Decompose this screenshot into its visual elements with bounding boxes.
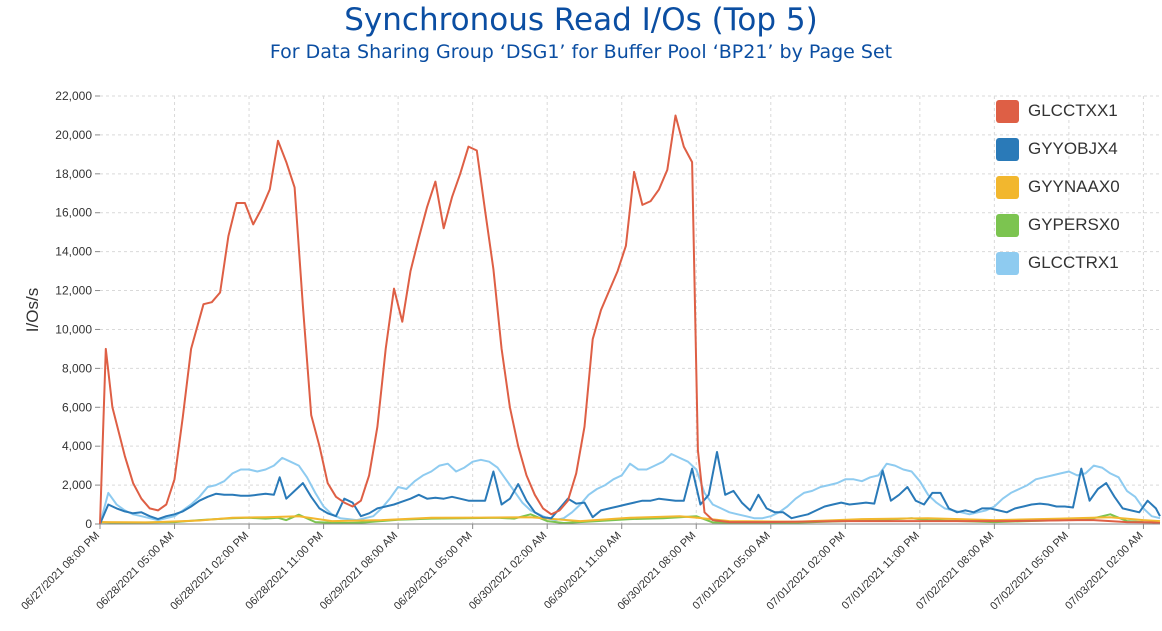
y-axis-label: I/Os/s <box>23 288 42 332</box>
y-tick-label: 14,000 <box>55 245 92 259</box>
chart-subtitle: For Data Sharing Group ‘DSG1’ for Buffer… <box>269 41 893 63</box>
x-tick-label: 06/30/2021 08:00 PM <box>615 530 698 613</box>
x-tick-label: 06/27/2021 08:00 PM <box>19 530 102 613</box>
legend-item-gyyobjx4[interactable]: GYYOBJX4 <box>996 130 1120 168</box>
y-tick-label: 10,000 <box>55 322 92 336</box>
chart-title: Synchronous Read I/Os (Top 5) <box>344 2 818 38</box>
x-tick-label: 06/29/2021 08:00 AM <box>318 530 400 612</box>
y-tick-label: 18,000 <box>55 167 92 181</box>
y-tick-label: 16,000 <box>55 206 92 220</box>
y-tick-label: 2,000 <box>62 478 92 492</box>
x-tick-label: 06/28/2021 05:00 AM <box>94 530 176 612</box>
y-tick-label: 0 <box>85 517 92 531</box>
legend-item-gyynaax0[interactable]: GYYNAAX0 <box>996 168 1120 206</box>
x-tick-label: 07/01/2021 11:00 PM <box>840 530 922 612</box>
x-tick-label: 07/01/2021 05:00 AM <box>690 530 772 612</box>
y-tick-label: 6,000 <box>62 400 92 414</box>
y-axis-ticks: 0 2,000 4,000 6,000 8,000 10,000 12,000 14,000 1… <box>55 89 100 531</box>
legend-swatch <box>996 99 1019 123</box>
series-lines <box>99 114 1161 525</box>
x-tick-label: 07/02/2021 05:00 PM <box>988 530 1071 613</box>
y-tick-label: 12,000 <box>55 284 92 298</box>
y-tick-label: 8,000 <box>62 361 92 375</box>
series-line-glcctrx1[interactable] <box>99 453 1161 525</box>
y-tick-label: 4,000 <box>62 439 92 453</box>
legend-label: GLCCTRX1 <box>1028 253 1119 272</box>
legend-label: GYYNAAX0 <box>1028 177 1120 196</box>
chart-legend: GLCCTXX1 GYYOBJX4 GYYNAAX0 GYPERSX0 GLCCTRX1 <box>996 92 1120 282</box>
series-line-glcctxx1[interactable] <box>99 114 1161 525</box>
legend-item-glcctrx1[interactable]: GLCCTRX1 <box>996 244 1120 282</box>
x-tick-label: 07/03/2021 02:00 AM <box>1063 530 1145 612</box>
legend-swatch <box>996 175 1019 199</box>
legend-item-gypersx0[interactable]: GYPERSX0 <box>996 206 1120 244</box>
y-tick-label: 22,000 <box>55 89 92 103</box>
x-tick-label: 06/28/2021 02:00 PM <box>168 530 251 613</box>
legend-swatch <box>996 213 1019 237</box>
legend-swatch <box>996 137 1019 161</box>
legend-label: GYYOBJX4 <box>1028 139 1118 158</box>
legend-item-glcctxx1[interactable]: GLCCTXX1 <box>996 92 1120 130</box>
y-tick-label: 20,000 <box>55 128 92 142</box>
legend-swatch <box>996 251 1019 275</box>
x-tick-label: 06/30/2021 11:00 AM <box>542 530 624 612</box>
x-tick-label: 07/01/2021 02:00 PM <box>765 530 848 613</box>
chart-grid <box>100 95 1160 524</box>
series-line-gyynaax0[interactable] <box>99 515 1161 524</box>
legend-label: GYPERSX0 <box>1028 215 1120 234</box>
x-tick-label: 07/02/2021 08:00 AM <box>914 530 996 612</box>
x-tick-label: 06/29/2021 05:00 PM <box>392 530 475 613</box>
series-line-gyyobjx4[interactable] <box>99 451 1161 525</box>
legend-label: GLCCTXX1 <box>1028 101 1118 120</box>
x-tick-label: 06/28/2021 11:00 PM <box>243 530 325 612</box>
x-tick-label: 06/30/2021 02:00 AM <box>467 530 549 612</box>
